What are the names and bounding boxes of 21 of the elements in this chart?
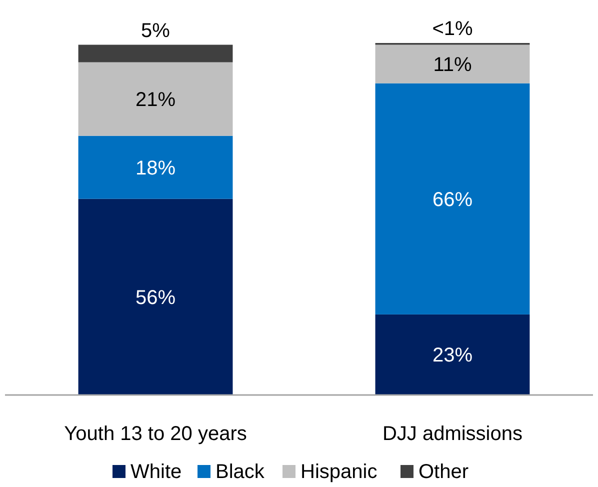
data-label: 11% (433, 54, 472, 76)
data-label: 56% (136, 286, 176, 309)
x-tick-label: Youth 13 to 20 years (64, 423, 247, 445)
data-label: 23% (432, 344, 473, 367)
bar (78, 44, 233, 62)
bar (78, 198, 233, 395)
legend-label: Hispanic (300, 461, 378, 483)
data-label: 21% (136, 89, 176, 112)
x-tick-label: DJJ admissions (382, 423, 523, 445)
bar (78, 136, 233, 199)
data-label: <1% (432, 18, 473, 40)
bar (78, 62, 233, 136)
legend-label: Black (216, 461, 266, 483)
data-label: 5% (141, 20, 170, 42)
bar (375, 314, 530, 395)
bar (375, 44, 530, 84)
legend-label: Other (418, 461, 469, 483)
bar (375, 83, 530, 314)
data-label: 66% (432, 188, 473, 211)
legend-label: White (130, 461, 182, 483)
data-label: 18% (136, 157, 176, 180)
